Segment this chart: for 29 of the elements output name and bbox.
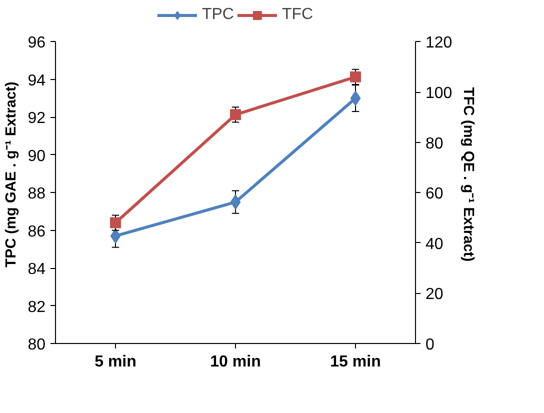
y2-tick-label: 40 [426, 236, 444, 253]
y-axis-title: TPC (mg GAE . g⁻¹ Extract) [4, 81, 20, 268]
y2-tick-label: 60 [426, 186, 444, 203]
y-tick-label: 94 [28, 72, 46, 90]
y-tick-label: 90 [28, 148, 46, 165]
y2-tick-label: 0 [426, 336, 434, 354]
y-tick-label: 84 [28, 261, 46, 278]
y2-axis-title: TFC (mg QE . g⁻¹ Extract) [460, 87, 476, 262]
y2-tick-label: 100 [426, 85, 452, 102]
point [110, 217, 121, 228]
x-tick-label: 15 min [330, 354, 381, 370]
y-tick-label: 96 [28, 34, 46, 52]
y-tick-label: 86 [28, 223, 46, 240]
legend-label: TFC [282, 6, 314, 24]
point [230, 194, 241, 210]
y-tick-label: 80 [28, 336, 46, 354]
y-tick-label: 92 [28, 110, 46, 128]
x-tick-label: 10 min [210, 354, 261, 370]
point [110, 228, 121, 244]
x-tick-label: 5 min [94, 354, 136, 370]
y2-tick-label: 20 [426, 286, 444, 304]
legend-label: TPC [202, 6, 234, 24]
y-tick-label: 82 [28, 298, 46, 316]
y2-tick-label: 120 [426, 34, 452, 52]
point [350, 90, 361, 106]
y2-tick-label: 80 [426, 135, 444, 152]
point [230, 109, 241, 120]
point [350, 71, 361, 82]
y-tick-label: 88 [28, 186, 46, 203]
